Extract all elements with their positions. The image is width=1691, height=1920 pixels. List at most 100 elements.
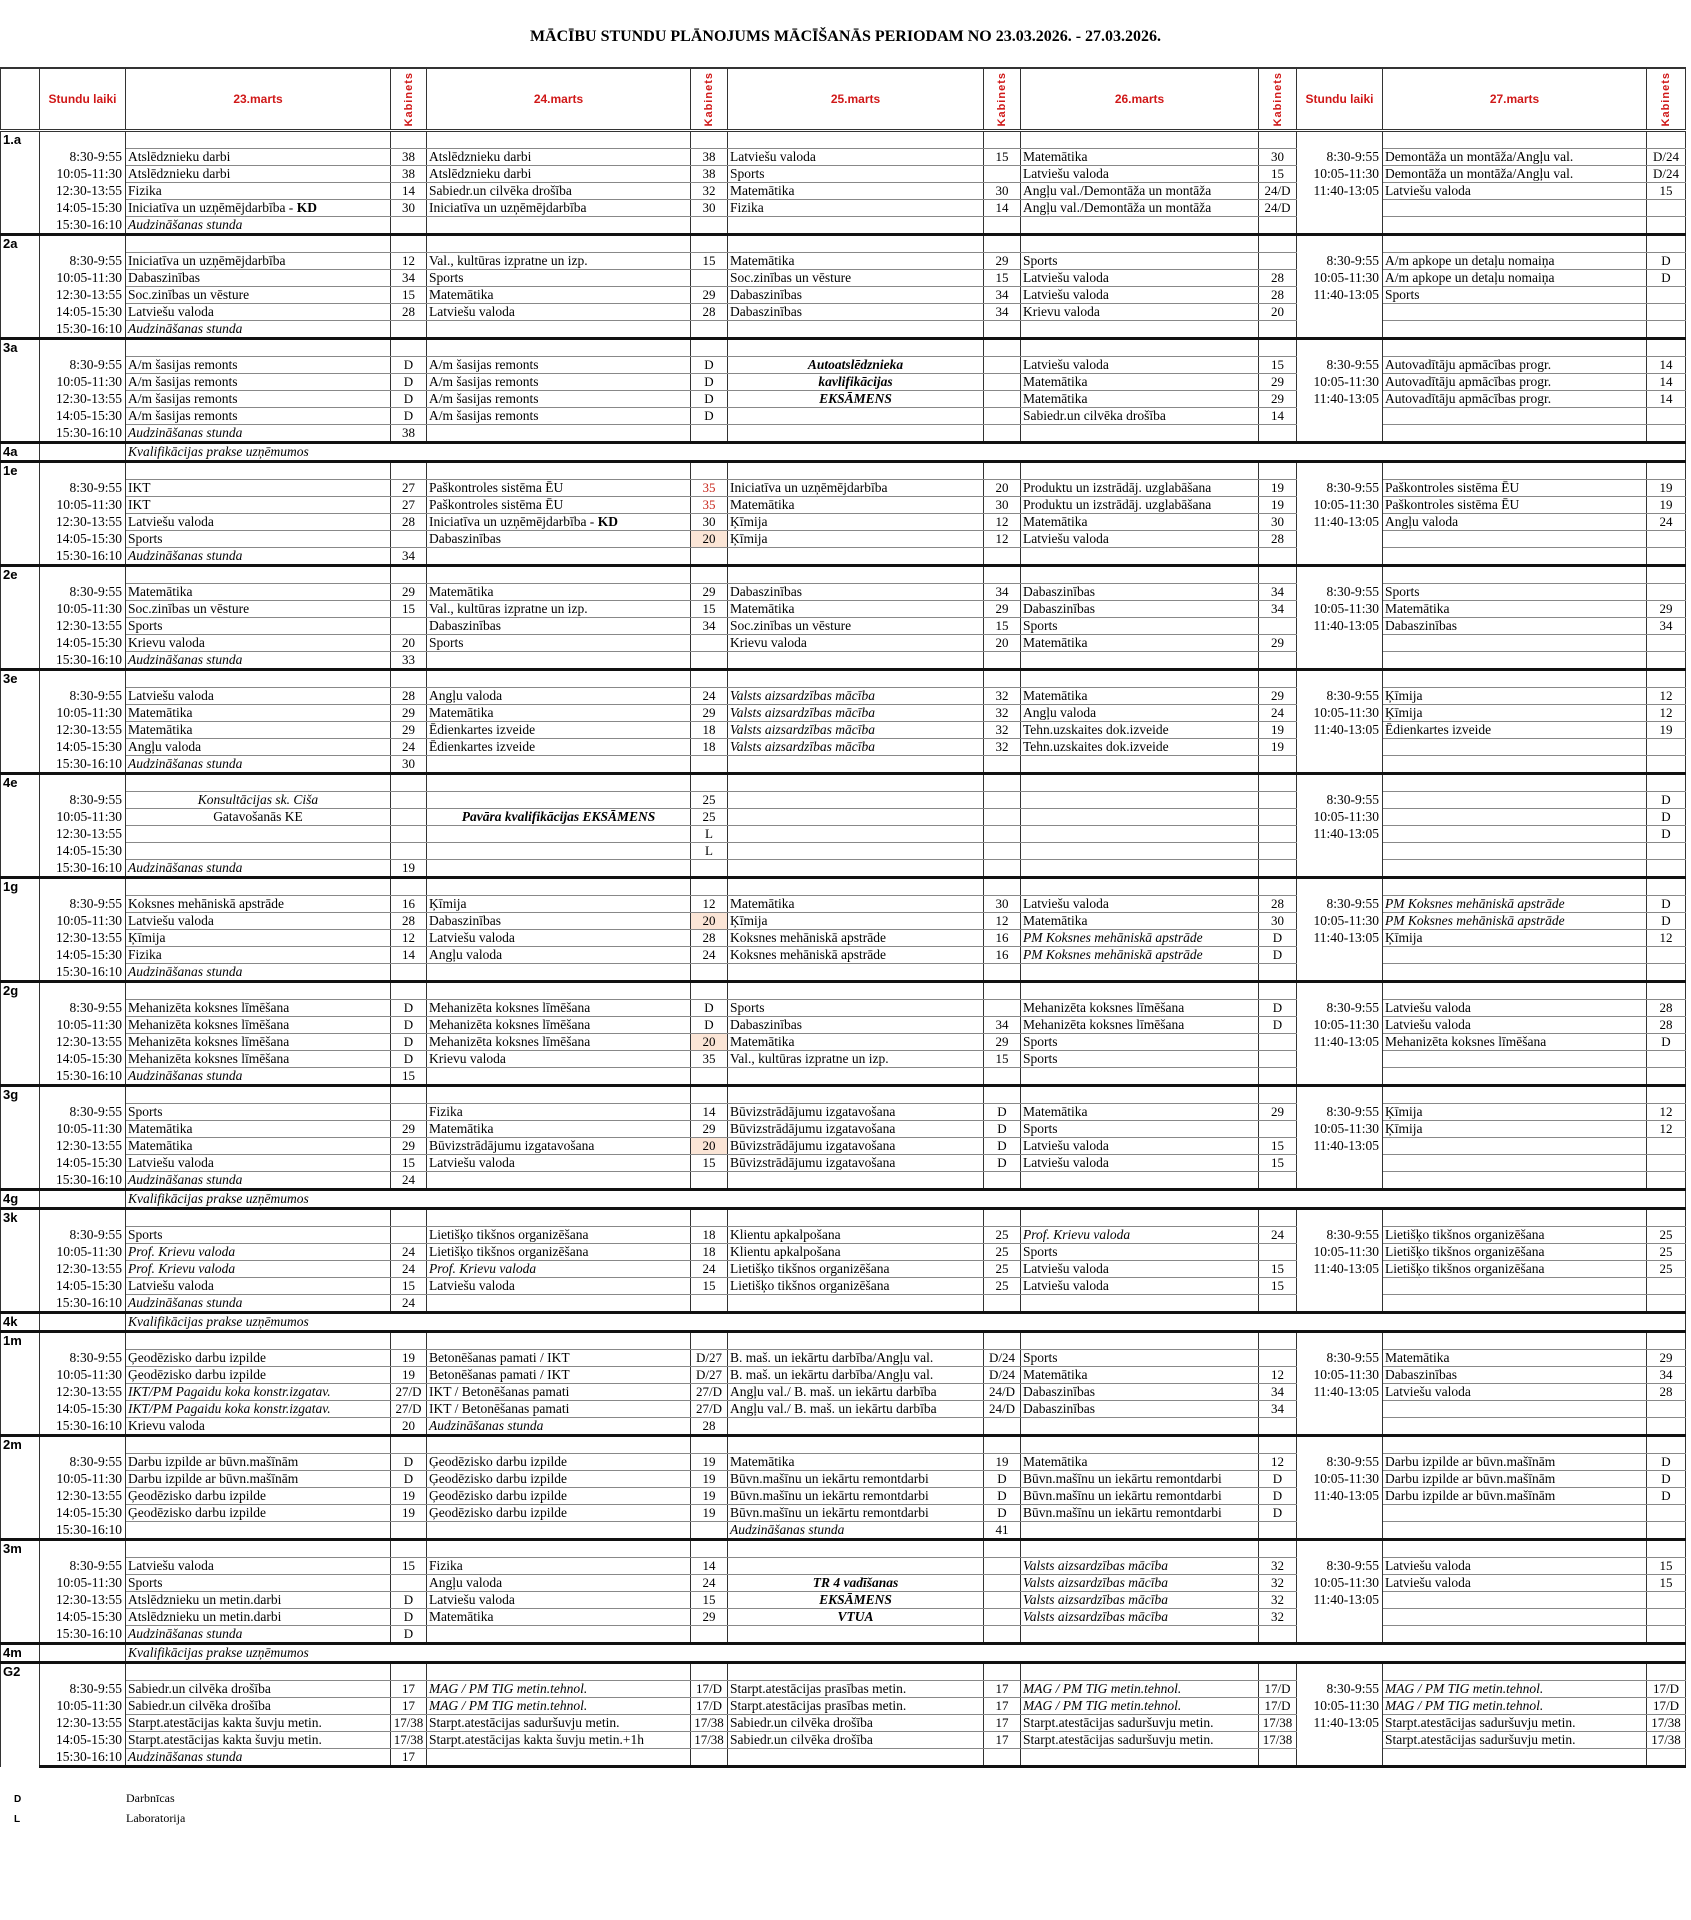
lesson-time-27 (1296, 1277, 1383, 1295)
header-room: Kabinets (1258, 67, 1297, 132)
room-number (983, 963, 1021, 982)
lesson-row: 10:05-11:30 Dabaszinības 34 Sports Soc.zinīb… (1, 269, 1686, 287)
blank-cell (1296, 668, 1383, 688)
room-number: 12 (690, 895, 728, 913)
room-number: 19 (1258, 721, 1297, 739)
blank-cell (1258, 233, 1297, 253)
room-number: 28 (1646, 999, 1686, 1017)
subject-cell: Starpt.atestācijas kakta šuvju metin. (125, 1731, 391, 1749)
room-number (1646, 320, 1686, 339)
subject-cell: Mehanizēta koksnes līmēšana (1020, 1016, 1259, 1034)
lesson-time-27 (1296, 1748, 1383, 1768)
blank-cell (1258, 876, 1297, 896)
blank-cell (727, 1330, 984, 1350)
subject-cell (426, 1171, 691, 1190)
subject-cell (1382, 1400, 1647, 1418)
lesson-row: 14:05-15:30 Krievu valoda 20 Sports Krievu v… (1, 634, 1686, 652)
subject-cell: Sabiedr.un cilvēka drošība (727, 1714, 984, 1732)
blank-cell (690, 1084, 728, 1104)
subject-cell: Lietišķo tikšnos organizēšana (426, 1243, 691, 1261)
room-number (983, 791, 1021, 809)
blank-cell (426, 337, 691, 357)
subject-cell (1382, 1608, 1647, 1626)
subject-cell: Soc.zinības un vēsture (727, 269, 984, 287)
subject-cell: Atslēdznieku darbi (125, 148, 391, 166)
subject-cell: Matemātika (727, 1033, 984, 1051)
room-number-text: 20 (702, 531, 716, 546)
room-number: 20 (690, 1033, 728, 1051)
room-number: 19 (690, 1487, 728, 1505)
subject-cell: Atslēdznieku un metin.darbi (125, 1591, 391, 1609)
lesson-time-27: 8:30-9:55 (1296, 895, 1383, 913)
subject-cell: Latviešu valoda (125, 912, 391, 930)
subject-cell: Iniciatīva un uzņēmējdarbība - KD (426, 513, 691, 531)
lesson-time: 15:30-16:10 (39, 547, 126, 566)
header-day: 24.marts (426, 67, 691, 132)
lesson-row: 8:30-9:55 Latviešu valoda 15 Fizika 14 Valsts… (1, 1557, 1686, 1575)
lesson-row: 8:30-9:55 Darbu izpilde ar būvn.mašīnām D Ģ… (1, 1453, 1686, 1471)
blank-cell (1020, 1207, 1259, 1227)
lesson-time-27: 10:05-11:30 (1296, 269, 1383, 287)
room-number: 12 (983, 530, 1021, 548)
subject-cell: Matemātika (727, 895, 984, 913)
header-row: Stundu laiki 23.marts Kabinets 24.marts Kabi… (0, 67, 1686, 132)
room-number: 28 (690, 303, 728, 321)
blank-cell (1646, 1330, 1686, 1350)
room-number: 17 (390, 1697, 427, 1715)
room-number: 30 (390, 755, 427, 774)
room-number (1646, 216, 1686, 235)
subject-cell: Angļu val./Demontāža un montāža (1020, 182, 1259, 200)
lesson-time-27: 8:30-9:55 (1296, 356, 1383, 374)
header-room-text: Kabinets (402, 71, 415, 127)
blank-cell (1646, 1084, 1686, 1104)
lesson-time: 12:30-13:55 (39, 1260, 126, 1278)
subject-cell: Angļu val./ B. maš. un iekārtu darbība (727, 1400, 984, 1418)
subject-cell: Sabiedr.un cilvēka drošība (727, 1731, 984, 1749)
room-number (690, 320, 728, 339)
lesson-time: 14:05-15:30 (39, 1154, 126, 1172)
blank-cell (426, 129, 691, 149)
subject-cell: Iniciatīva un uzņēmējdarbība (426, 199, 691, 217)
room-number (983, 320, 1021, 339)
lesson-time-27 (1296, 1171, 1383, 1190)
room-number: 17/D (690, 1680, 728, 1698)
subject-cell: Latviešu valoda (125, 513, 391, 531)
subject-cell: Atslēdznieku darbi (125, 165, 391, 183)
room-number (1258, 859, 1297, 878)
subject-cell: kavlifikācijas (727, 373, 984, 391)
subject-cell: Ēdienkartes izveide (426, 738, 691, 756)
subject-cell (727, 1748, 984, 1768)
subject-cell (125, 825, 391, 843)
subject-cell: Mehanizēta koksnes līmēšana (426, 1016, 691, 1034)
blank-cell (1646, 1434, 1686, 1454)
room-number: 34 (1646, 1366, 1686, 1384)
subject-cell: Starpt.atestācijas prasības metin. (727, 1697, 984, 1715)
room-number: 27 (390, 479, 427, 497)
room-number: D (390, 1591, 427, 1609)
blank-cell (1646, 129, 1686, 149)
lesson-time-27: 8:30-9:55 (1296, 999, 1383, 1017)
lesson-time: 15:30-16:10 (39, 1171, 126, 1190)
room-number: 12 (1258, 1453, 1297, 1471)
subject-cell: Valsts aizsardzības mācība (1020, 1608, 1259, 1626)
room-number: D (1646, 1033, 1686, 1051)
room-number: 25 (690, 791, 728, 809)
room-number: D (983, 1103, 1021, 1121)
subject-cell (1382, 530, 1647, 548)
subject-cell (426, 859, 691, 878)
subject-cell: Matemātika (1020, 634, 1259, 652)
room-number: 19 (690, 1504, 728, 1522)
room-number: D (1646, 252, 1686, 270)
room-number: 15 (983, 148, 1021, 166)
lesson-time: 14:05-15:30 (39, 1277, 126, 1295)
blank-cell (1646, 1538, 1686, 1558)
room-number: D (690, 407, 728, 425)
subject-cell: Soc.zinības un vēsture (727, 617, 984, 635)
room-number: 32 (983, 687, 1021, 705)
room-number: D/24 (1646, 165, 1686, 183)
blank-cell (1020, 233, 1259, 253)
lesson-row: 12:30-13:55 Fizika 14 Sabiedr.un cilvēka dr… (1, 182, 1686, 200)
subject-cell (727, 859, 984, 878)
blank-cell (125, 1434, 391, 1454)
blank-cell (1382, 1661, 1647, 1681)
